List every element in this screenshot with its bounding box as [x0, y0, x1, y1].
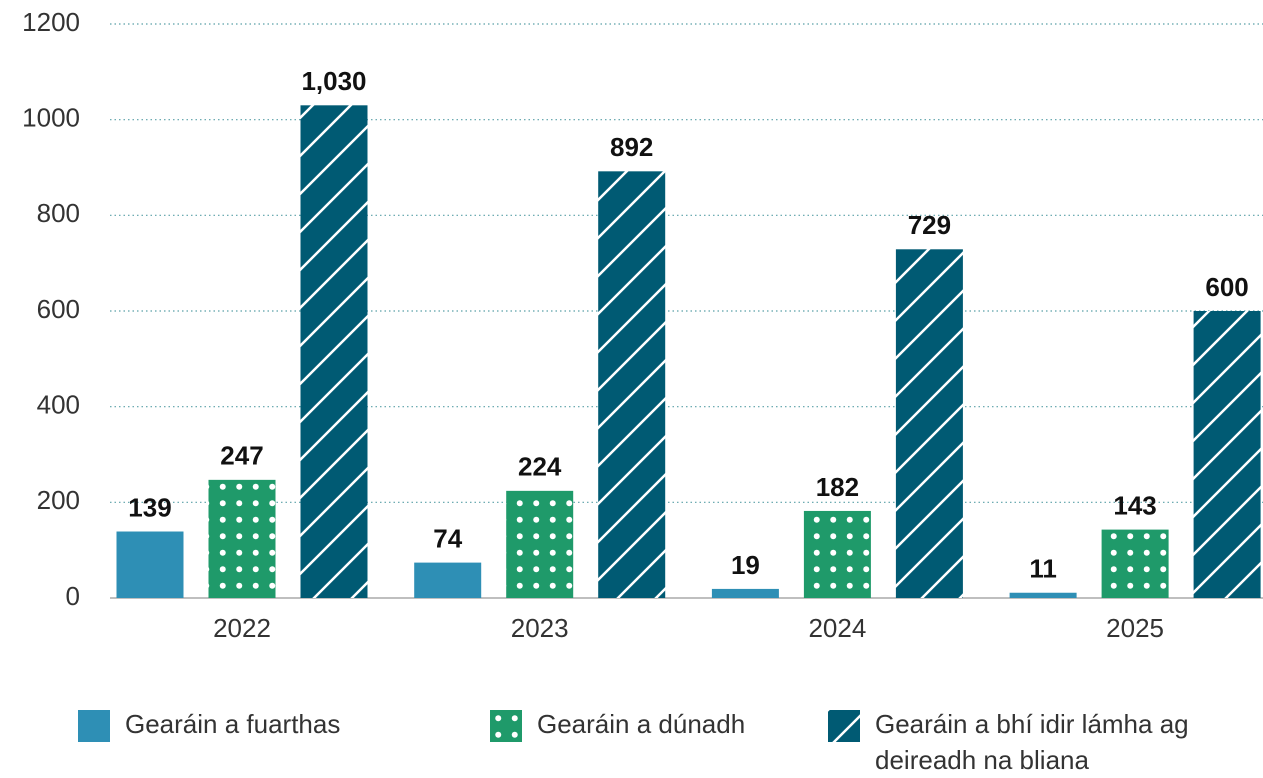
bar: [208, 479, 276, 598]
bar: [1101, 529, 1169, 598]
y-tick-label: 1000: [22, 103, 80, 133]
legend-entry: Gearáin a bhí idir lámha ag deireadh na …: [828, 706, 1228, 778]
bar: [116, 531, 184, 598]
bar: [506, 490, 574, 598]
legend: Gearáin a fuarthas Gearáin a dúnadh Gearái…: [0, 706, 1263, 778]
x-tick-label: 2025: [1106, 613, 1164, 643]
y-tick-label: 1200: [22, 7, 80, 37]
value-label: 247: [220, 441, 263, 471]
legend-swatch: [828, 710, 860, 742]
value-label: 11: [1029, 554, 1057, 584]
legend-swatch: [78, 710, 110, 742]
legend-swatch: [490, 710, 522, 742]
value-label: 139: [128, 492, 171, 522]
bar: [598, 171, 666, 598]
bar: [711, 588, 779, 598]
legend-entry: Gearáin a fuarthas: [78, 706, 378, 742]
legend-label: Gearáin a fuarthas: [125, 709, 341, 739]
legend-label: Gearáin a dúnadh: [537, 709, 746, 739]
y-tick-label: 600: [37, 294, 80, 324]
y-tick-label: 200: [37, 485, 80, 515]
bar: [1009, 592, 1077, 598]
bar: [895, 249, 963, 599]
bar: [803, 510, 871, 598]
chart: 0 200 400 600 800 1000 1200 2022 139 247 1,030 2023…: [22, 7, 1263, 643]
x-tick-label: 2023: [511, 613, 569, 643]
value-label: 182: [816, 472, 859, 502]
value-label: 600: [1205, 272, 1248, 302]
y-tick-label: 400: [37, 390, 80, 420]
value-label: 19: [731, 550, 760, 580]
value-label: 74: [433, 523, 462, 553]
value-label: 892: [610, 132, 653, 162]
y-tick-label: 800: [37, 198, 80, 228]
bar: [300, 105, 368, 599]
value-label: 729: [908, 210, 951, 240]
bar: [1193, 311, 1261, 598]
value-label: 143: [1113, 490, 1156, 520]
bar: [414, 562, 482, 598]
value-label: 224: [518, 452, 562, 482]
legend-label: Gearáin a bhí idir lámha ag deireadh na …: [875, 709, 1189, 775]
y-tick-label: 0: [66, 581, 80, 611]
x-tick-label: 2024: [808, 613, 866, 643]
value-label: 1,030: [301, 66, 366, 96]
legend-entry: Gearáin a dúnadh: [490, 706, 790, 742]
x-tick-label: 2022: [213, 613, 271, 643]
